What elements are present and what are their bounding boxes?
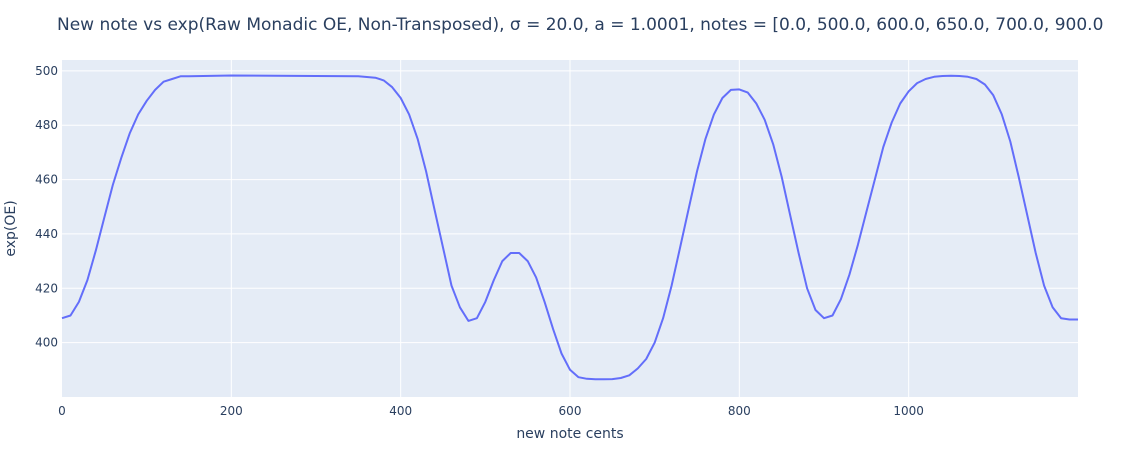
x-tick-label: 200 bbox=[220, 404, 243, 418]
x-tick-label: 600 bbox=[559, 404, 582, 418]
y-tick-label: 480 bbox=[35, 118, 58, 132]
x-axis-title: new note cents bbox=[516, 426, 623, 442]
y-tick-label: 400 bbox=[35, 336, 58, 350]
x-tick-label: 0 bbox=[58, 404, 66, 418]
series-group bbox=[61, 74, 1078, 381]
x-axis-ticks: 0 200 400 600 800 1000 bbox=[58, 404, 924, 418]
chart-title: New note vs exp(Raw Monadic OE, Non-Tran… bbox=[57, 15, 1103, 35]
y-tick-label: 420 bbox=[35, 281, 58, 295]
x-tick-label: 1000 bbox=[893, 404, 924, 418]
gridlines bbox=[62, 60, 1078, 397]
series-line bbox=[61, 74, 1078, 381]
y-tick-label: 500 bbox=[35, 64, 58, 78]
y-tick-label: 460 bbox=[35, 173, 58, 187]
x-tick-label: 400 bbox=[389, 404, 412, 418]
y-axis-title: exp(OE) bbox=[3, 200, 19, 256]
x-tick-label: 800 bbox=[728, 404, 751, 418]
y-axis-ticks: 400 420 440 460 480 500 bbox=[35, 64, 58, 350]
y-tick-label: 440 bbox=[35, 227, 58, 241]
